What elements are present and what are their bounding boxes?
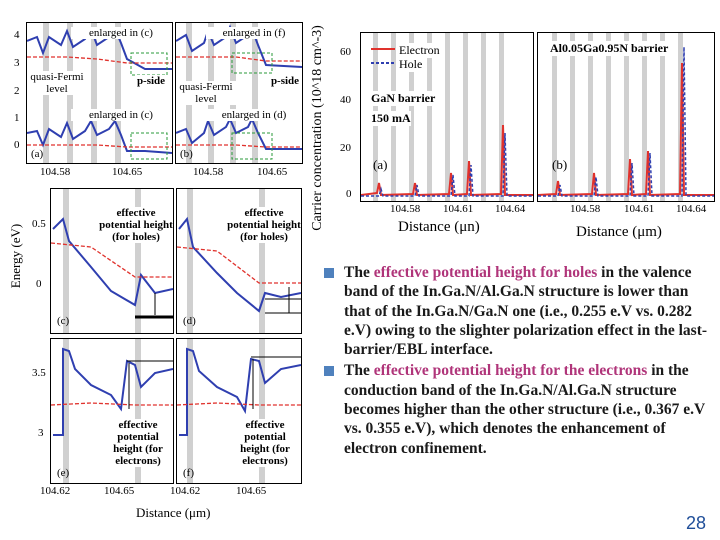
energy-y-label: Energy (eV) [8, 223, 23, 289]
enlarged-label: enlarged in (f) [206, 27, 302, 39]
y-tick: 0.5 [32, 218, 46, 230]
y-tick: 60 [340, 46, 351, 58]
x-tick: 104.64 [676, 203, 707, 215]
algan-barrier-label: Al0.05Ga0.95N barrier [550, 41, 669, 56]
panel-b: enlarged in (f) enlarged in (d) quasi-Fe… [175, 22, 303, 164]
panel-label: (c) [57, 315, 70, 327]
x-tick: 104.58 [570, 203, 601, 215]
panel-label: (a) [31, 148, 44, 160]
panel-label: (b) [180, 148, 193, 160]
x-axis-label: Distance (μm) [136, 505, 211, 520]
panel-a: enlarged in (c) enlarged in (c) quasi-Fe… [26, 22, 173, 164]
y-tick: 0 [14, 139, 20, 151]
panel-c: effective potential height (for holes) (… [50, 188, 174, 334]
y-tick: 3 [38, 427, 44, 439]
x-tick: 104.61 [443, 203, 474, 215]
enlarged-label: enlarged in (c) [71, 27, 171, 39]
bullet-item: The effective potential height for the e… [322, 361, 710, 457]
y-tick: 40 [340, 94, 351, 106]
x-axis-label: Distance (μn) [398, 219, 480, 235]
x-tick: 104.58 [193, 166, 224, 178]
panel-e: effective potential height (for electron… [50, 338, 174, 484]
y-tick: 0 [346, 188, 352, 200]
y-tick: 2 [14, 85, 20, 97]
highlight-text: effective potential height for holes [373, 264, 598, 281]
panel-f: effective potential height (for electron… [176, 338, 302, 484]
enlarged-label: enlarged in (d) [206, 109, 302, 121]
bullet-item: The effective potential height for holes… [322, 263, 710, 359]
gan-barrier-label: GaN barrier [371, 91, 436, 106]
conc-panel-a: Electron Hole GaN barrier 150 mA (a) [360, 32, 534, 202]
y-tick: 1 [14, 112, 20, 124]
x-tick: 104.61 [624, 203, 655, 215]
x-tick: 104.62 [40, 485, 71, 497]
legend-electron: Electron [399, 43, 440, 58]
panel-label: (d) [183, 315, 196, 327]
eph-label: effective potential height (for electron… [229, 419, 301, 467]
panel-label: (b) [552, 157, 568, 172]
legend-hole: Hole [399, 57, 423, 72]
y-tick: 20 [340, 142, 351, 154]
x-axis-label: Distance (μm) [576, 224, 662, 240]
panel-d: effective potential height (for holes) (… [176, 188, 302, 334]
enlarged-label: enlarged in (c) [71, 109, 171, 121]
y-tick: 3 [14, 57, 20, 69]
x-tick: 104.58 [40, 166, 71, 178]
x-tick: 104.58 [390, 203, 421, 215]
y-tick: 4 [14, 29, 20, 41]
current-label: 150 mA [371, 111, 411, 126]
eph-label: effective potential height (for holes) [99, 207, 173, 243]
bullet-square-icon [324, 268, 334, 278]
x-tick: 104.64 [495, 203, 526, 215]
bullet-square-icon [324, 366, 334, 377]
y-tick: 0 [36, 278, 42, 290]
panel-label: (e) [57, 467, 70, 479]
x-tick: 104.65 [236, 485, 267, 497]
eph-label: effective potential height (for holes) [227, 207, 301, 243]
highlight-text: effective potential height for the elect… [373, 362, 648, 380]
quasi-fermi-label: quasi-Fermi level [176, 81, 236, 105]
y-tick: 3.5 [32, 367, 46, 379]
p-side-label: p-side [135, 75, 167, 87]
conc-panel-b: Al0.05Ga0.95N barrier (b) [537, 32, 715, 202]
conc-y-label: Carrier concentration (10^18 cm^-3) [310, 25, 325, 231]
p-side-label: p-side [270, 75, 300, 87]
x-tick: 104.65 [257, 166, 288, 178]
page-number: 28 [685, 513, 706, 533]
x-tick: 104.62 [170, 485, 201, 497]
x-tick: 104.65 [104, 485, 135, 497]
panel-label: (a) [373, 157, 388, 172]
quasi-fermi-label: quasi-Fermi level [27, 71, 87, 95]
x-tick: 104.65 [112, 166, 143, 178]
bullet-list: The effective potential height for holes… [322, 263, 710, 460]
eph-label: effective potential height (for electron… [103, 419, 173, 467]
panel-label: (f) [183, 467, 194, 479]
